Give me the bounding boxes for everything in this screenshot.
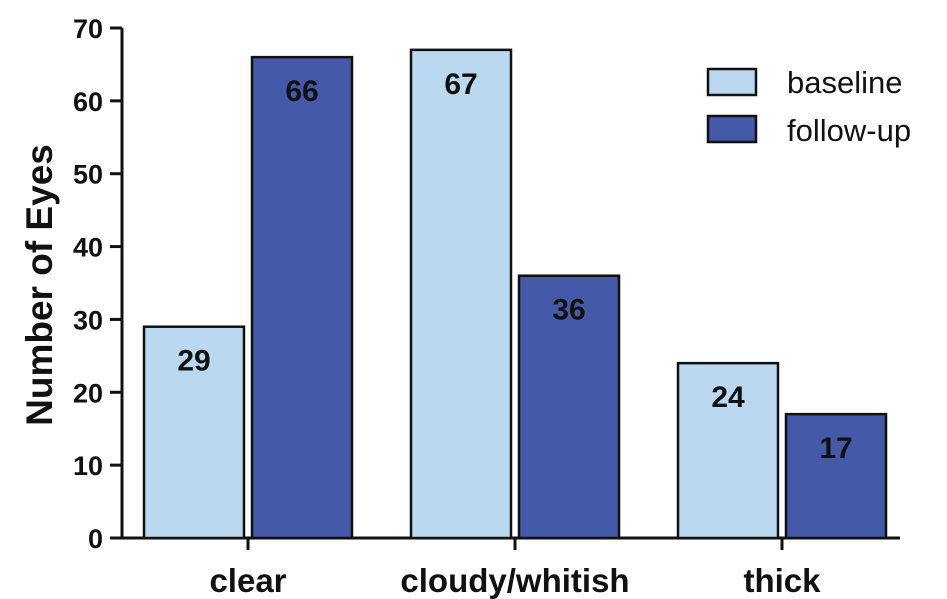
data-label: 17 <box>819 432 852 465</box>
data-labels: 29 66 67 36 24 17 <box>177 68 852 465</box>
bar-baseline-thick <box>676 361 780 540</box>
y-axis-label: Number of Eyes <box>19 144 60 426</box>
bar-follow-up-cloudy-whitish <box>517 274 621 540</box>
data-label: 67 <box>444 68 477 101</box>
bars <box>142 48 888 540</box>
x-tick-label: clear <box>209 562 286 599</box>
axes: 0 10 20 30 40 50 60 70 clear cloudy/whitish thick <box>73 14 900 599</box>
y-tick-label: 10 <box>73 451 103 481</box>
bar-follow-up-thick <box>784 412 888 540</box>
bar-follow-up-clear <box>250 55 354 540</box>
y-tick-label: 30 <box>73 305 103 335</box>
legend-label-baseline: baseline <box>787 65 902 100</box>
legend: baseline follow-up <box>706 65 911 148</box>
y-tick-label: 0 <box>88 524 103 554</box>
data-label: 36 <box>552 294 585 327</box>
y-tick-label: 40 <box>73 233 103 263</box>
y-tick-label: 70 <box>73 14 103 44</box>
x-tick-label: cloudy/whitish <box>400 562 629 599</box>
y-tick-label: 20 <box>73 378 103 408</box>
y-tick-label: 50 <box>73 160 103 190</box>
data-label: 29 <box>177 345 210 378</box>
x-tick-label: thick <box>743 562 821 599</box>
y-tick-label: 60 <box>73 87 103 117</box>
legend-swatch-follow-up <box>706 114 758 144</box>
legend-label-follow-up: follow-up <box>787 113 911 148</box>
legend-swatch-baseline <box>706 67 758 97</box>
bar-baseline-cloudy-whitish <box>409 48 513 540</box>
data-label: 24 <box>711 381 745 414</box>
bar-baseline-clear <box>142 325 246 540</box>
data-label: 66 <box>285 75 318 108</box>
